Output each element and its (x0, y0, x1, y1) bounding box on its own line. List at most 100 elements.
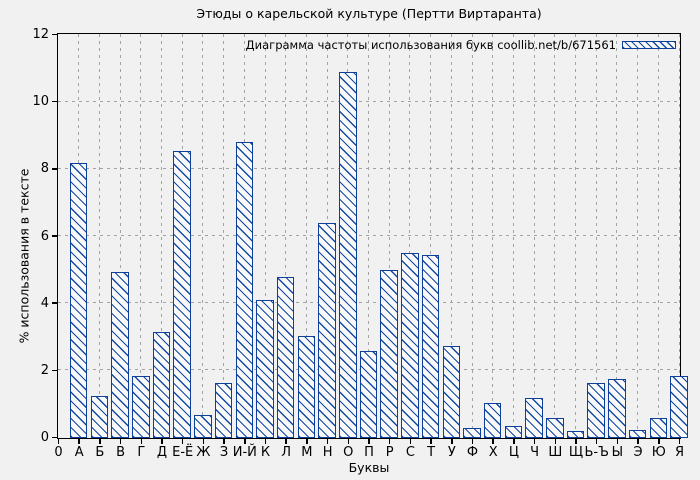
y-gridline-8 (58, 167, 680, 169)
x-tick-label-Ж: Ж (196, 445, 211, 460)
x-tick-З (223, 439, 225, 444)
y-tick-label-10: 10 (32, 94, 49, 110)
x-tick-И-Й (244, 439, 246, 444)
x-gridline-Ю (657, 34, 659, 438)
y-tick-label-4: 4 (40, 295, 49, 311)
bar-Ш (546, 417, 564, 438)
bar-Ц (504, 426, 523, 438)
bar-О (339, 71, 357, 438)
y-tick-label-6: 6 (40, 228, 49, 244)
x-gridline-Щ (575, 34, 576, 438)
x-tick-Е-Ё (181, 439, 184, 444)
bar-Ф (463, 427, 481, 438)
y-tick-label-8: 8 (40, 161, 49, 177)
x-gridline-Р (388, 34, 390, 438)
x-tick-Н (326, 439, 329, 444)
legend: Диаграмма частоты использования букв coo… (246, 38, 676, 52)
x-tick-label-Я: Я (674, 445, 685, 460)
y-tick-10 (51, 100, 57, 103)
x-tick-label-Э: Э (633, 445, 643, 460)
y-tick-0 (51, 436, 57, 439)
x-tick-label-Ч: Ч (530, 445, 540, 460)
x-tick-Ж (202, 439, 205, 444)
x-tick-label-З: З (219, 445, 229, 460)
x-tick-Г (140, 439, 143, 444)
x-gridline-Д (161, 34, 162, 438)
bar-Ч (525, 397, 543, 438)
x-tick-label-М: М (301, 445, 313, 460)
x-tick-label-0: 0 (54, 445, 63, 460)
x-gridline-Ч (533, 34, 535, 438)
x-gridline-У (450, 34, 452, 438)
y-axis-label: % использования в тексте (16, 168, 32, 344)
x-tick-М (306, 439, 308, 444)
x-tick-Ь-Ъ (595, 439, 598, 444)
x-tick-label-Д: Д (156, 445, 168, 460)
bar-Б (90, 396, 109, 438)
bar-Т (421, 254, 440, 438)
y-tick-6 (51, 235, 57, 237)
x-gridline-Ф (471, 34, 473, 438)
x-tick-label-К: К (260, 445, 271, 460)
x-gridline-Ш (554, 34, 556, 438)
x-tick-Ы (616, 439, 619, 444)
bar-Щ (566, 431, 585, 438)
x-gridline-М (305, 34, 307, 438)
x-tick-label-В: В (116, 445, 126, 460)
x-tick-Ф (471, 439, 474, 444)
x-tick-label-Ю: Ю (651, 445, 666, 460)
y-tick-12 (51, 33, 57, 36)
x-tick-Б (99, 439, 101, 444)
bar-З (214, 382, 233, 438)
x-tick-В (119, 439, 122, 444)
x-gridline-З (223, 34, 225, 438)
bar-Я (670, 375, 688, 438)
legend-label: Диаграмма частоты использования букв coo… (245, 38, 616, 52)
x-axis-label: Буквы (348, 460, 390, 475)
x-tick-П (368, 439, 370, 444)
x-tick-Л (285, 439, 287, 444)
x-tick-label-Т: Т (427, 445, 436, 460)
bar-Х (483, 402, 502, 438)
bar-Ы (608, 379, 626, 438)
x-gridline-П (368, 34, 369, 438)
x-gridline-Ж (202, 34, 204, 438)
x-gridline-С (409, 34, 411, 438)
x-gridline-К (264, 34, 266, 438)
bar-А (69, 162, 88, 438)
x-tick-label-Щ: Щ (568, 445, 584, 460)
x-gridline-Ы (616, 34, 618, 438)
x-tick-label-Ф: Ф (466, 445, 479, 460)
x-tick-label-И-Й: И-Й (232, 445, 257, 460)
bar-Н (318, 223, 336, 438)
x-tick-У (451, 439, 453, 444)
bar-Л (276, 276, 295, 438)
legend-swatch-icon (622, 41, 676, 49)
x-tick-Д (161, 439, 163, 444)
bar-И-Й (235, 142, 254, 438)
bar-Ю (649, 417, 668, 438)
chart-title: Этюды о карельской культуре (Пертти Вирт… (196, 6, 542, 21)
x-tick-Э (637, 439, 639, 444)
bar-Г (132, 375, 150, 438)
x-tick-Р (388, 439, 391, 444)
x-gridline-Х (492, 34, 494, 438)
x-tick-А (78, 439, 80, 444)
x-gridline-Ц (512, 34, 514, 438)
y-gridline-4 (58, 302, 680, 304)
x-gridline-Э (637, 34, 639, 438)
x-tick-label-Р: Р (385, 445, 394, 460)
x-tick-label-Г: Г (137, 445, 146, 460)
x-gridline-Б (98, 34, 100, 438)
x-gridline-В (119, 34, 121, 438)
x-tick-Х (492, 439, 494, 444)
bar-Ж (194, 414, 212, 438)
x-tick-label-П: П (364, 445, 374, 460)
x-tick-label-Ш: Ш (548, 445, 563, 460)
x-tick-Я (678, 439, 681, 444)
x-tick-label-О: О (343, 445, 354, 460)
x-tick-О (347, 439, 350, 444)
x-tick-Ш (554, 439, 557, 444)
x-tick-Ц (513, 439, 515, 444)
